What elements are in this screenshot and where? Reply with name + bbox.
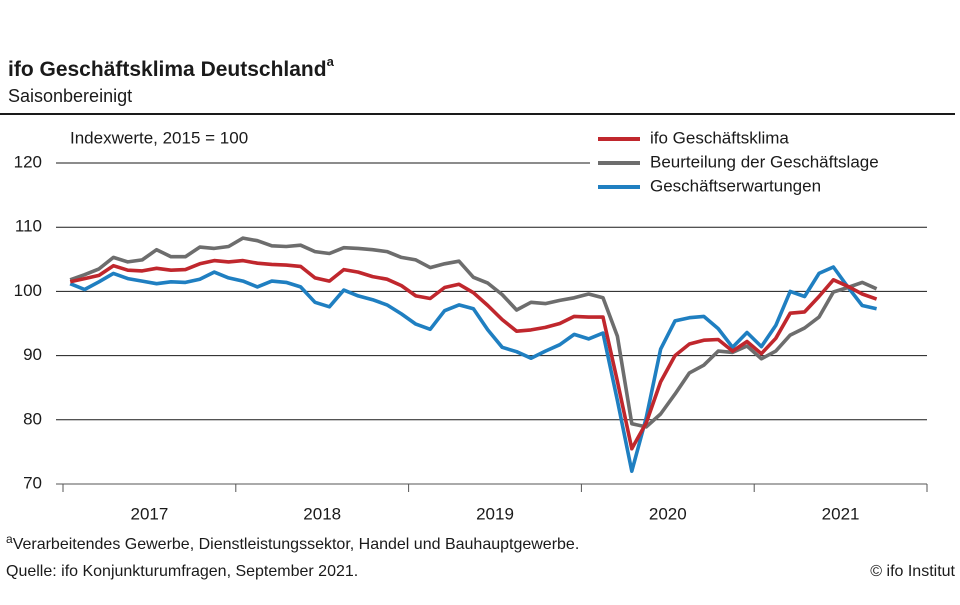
x-tick-label: 2017 [130,504,168,523]
legend-label: Beurteilung der Geschäftslage [650,152,879,171]
copyright: © ifo Institut [870,563,955,580]
y-tick-label: 120 [14,152,42,171]
title-text: ifo Geschäftsklima Deutschland [8,58,327,81]
footnote-text: Verarbeitendes Gewerbe, Dienstleistungss… [13,536,580,553]
y-tick-label: 90 [23,345,42,364]
x-tick-label: 2019 [476,504,514,523]
data-line [69,236,878,429]
subtitle: Saisonbereinigt [8,86,132,106]
plot-area: 70 80 90 100 110 120 2017 2018 2019 2020 2021 ifo G… [14,125,940,523]
y-tick-label: 80 [23,409,42,428]
data-line [69,258,878,451]
x-tick-label: 2018 [303,504,341,523]
y-tick-label: 70 [23,473,42,492]
footnote-marker: a [6,532,13,546]
legend-label: ifo Geschäftsklima [650,128,789,147]
legend-label: Geschäftserwartungen [650,176,821,195]
x-tick-label: 2020 [649,504,687,523]
title-marker: a [327,54,335,69]
y-tick-label: 100 [14,281,42,300]
chart-title: ifo Geschäftsklima Deutschlanda [8,54,335,80]
x-tick-label: 2021 [822,504,860,523]
data-line [69,265,877,473]
annotation: Indexwerte, 2015 = 100 [70,128,248,147]
legend-background [590,125,940,203]
source: Quelle: ifo Konjunkturumfragen, Septembe… [6,563,358,580]
y-tick-label: 110 [15,217,42,236]
footnote: aVerarbeitendes Gewerbe, Dienstleistungs… [6,532,579,553]
